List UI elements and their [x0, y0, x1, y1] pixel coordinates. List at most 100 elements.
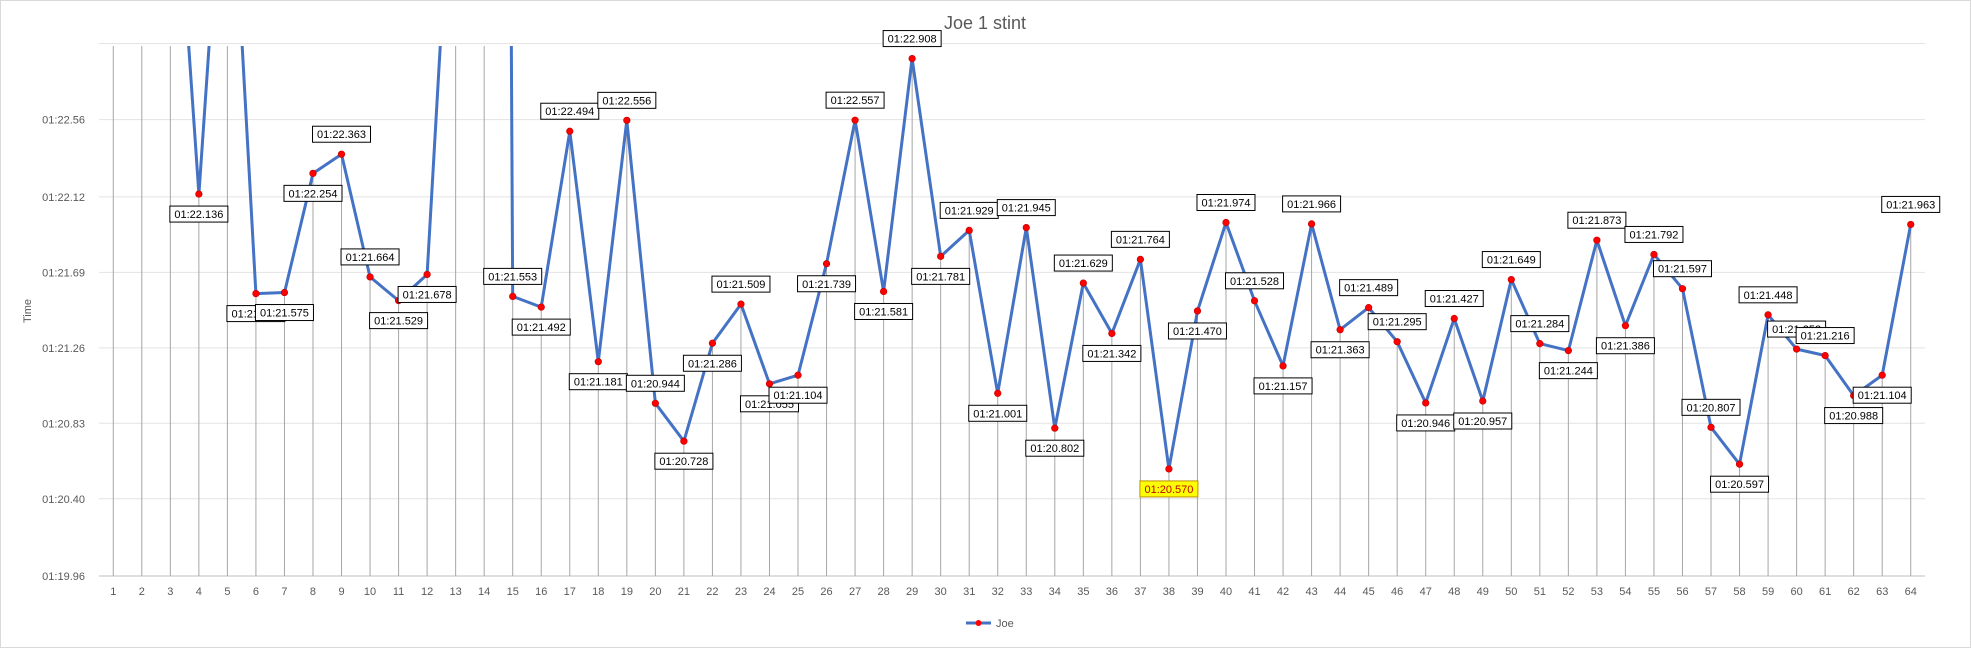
data-label: 01:21.629 [1053, 254, 1113, 272]
x-tick-label: 50 [1505, 586, 1517, 598]
data-point-marker [1136, 255, 1144, 263]
data-label-text: 01:21.342 [1087, 348, 1136, 360]
x-tick-label: 7 [281, 586, 287, 598]
data-point-marker [1593, 236, 1601, 244]
data-label: 01:21.181 [568, 373, 628, 391]
data-label-box [882, 30, 942, 48]
data-label: 01:21.427 [1424, 290, 1484, 308]
data-point-marker [908, 54, 916, 63]
x-tick-label: 26 [820, 586, 832, 598]
data-point-marker [1108, 329, 1116, 338]
y-axis-title: Time [22, 299, 34, 323]
data-label-text: 01:21.448 [1744, 290, 1793, 302]
data-label: 01:21.664 [340, 248, 400, 266]
data-point-marker [594, 358, 602, 366]
data-point-marker [651, 399, 659, 407]
data-label-text: 01:21.470 [1173, 326, 1222, 338]
data-label: 01:22.363 [312, 125, 372, 143]
x-tick-label: 38 [1163, 586, 1175, 598]
x-tick-label: 44 [1334, 586, 1346, 598]
data-label: 01:21.104 [1852, 386, 1912, 404]
x-tick-label: 56 [1676, 586, 1688, 598]
y-tick-label: 01:21.69 [42, 267, 85, 279]
data-label: 01:20.728 [654, 452, 714, 470]
data-label-box [1367, 313, 1427, 331]
data-point-marker [1051, 424, 1059, 432]
data-label-text: 01:20.944 [631, 378, 680, 390]
data-label-text: 01:21.664 [346, 252, 395, 264]
data-label-text: 01:21.244 [1544, 366, 1593, 378]
data-label-box [1025, 439, 1085, 457]
data-point-marker [737, 300, 745, 308]
data-label-box [1795, 327, 1855, 345]
data-label-box [312, 125, 372, 143]
data-label-box [711, 275, 771, 293]
data-label: 01:21.581 [854, 302, 914, 320]
x-tick-label: 9 [338, 586, 344, 598]
x-tick-label: 49 [1477, 586, 1489, 598]
x-tick-label: 4 [196, 586, 202, 598]
data-label-box [1624, 225, 1684, 243]
x-tick-label: 17 [564, 586, 576, 598]
data-label-box [996, 199, 1056, 217]
data-label-box [1053, 254, 1113, 272]
data-label-text: 01:21.739 [802, 279, 851, 291]
data-point-marker [1564, 347, 1572, 355]
x-tick-label: 61 [1819, 586, 1831, 598]
data-point-marker [1907, 220, 1915, 229]
data-label-text: 01:21.929 [945, 205, 994, 217]
data-label-box [825, 91, 885, 109]
x-tick-label: 16 [535, 586, 547, 598]
x-tick-label: 62 [1848, 586, 1860, 598]
data-label-text: 01:21.104 [1858, 390, 1907, 402]
x-tick-label: 59 [1762, 586, 1774, 598]
data-label: 01:21.216 [1795, 327, 1855, 345]
data-label-text: 01:20.728 [659, 456, 708, 468]
data-label-text: 01:21.529 [374, 316, 423, 328]
data-point-marker [880, 287, 888, 296]
data-point-marker [680, 437, 688, 445]
data-point-marker [1079, 279, 1087, 287]
data-label: 01:21.974 [1196, 194, 1256, 212]
data-label-box [1510, 315, 1570, 333]
data-label-text: 01:21.286 [688, 358, 737, 370]
data-label: 01:21.649 [1481, 251, 1541, 269]
x-tick-label: 64 [1905, 586, 1917, 598]
data-label-text: 01:21.553 [488, 271, 537, 283]
x-tick-label: 1 [110, 586, 116, 598]
data-label-box [797, 275, 857, 293]
data-label-box [1082, 344, 1142, 362]
data-label-box [169, 205, 229, 223]
data-label-box [682, 354, 742, 372]
data-label-box [1253, 377, 1313, 395]
x-tick-label: 55 [1648, 586, 1660, 598]
data-label-text: 01:21.597 [1658, 264, 1707, 276]
data-label-box [1538, 362, 1598, 380]
x-tick-label: 36 [1106, 586, 1118, 598]
data-label-box [1196, 194, 1256, 212]
data-label-box [340, 248, 400, 266]
x-tick-label: 6 [253, 586, 259, 598]
data-point-markers [195, 54, 1915, 473]
data-label: 01:21.470 [1167, 322, 1227, 340]
legend-marker-icon [975, 620, 982, 626]
x-tick-label: 20 [649, 586, 661, 598]
data-label-text: 01:21.001 [973, 408, 1022, 420]
data-label-text: 01:21.386 [1601, 341, 1650, 353]
data-point-marker [1878, 371, 1886, 379]
data-point-marker [1821, 351, 1829, 360]
x-tick-label: 37 [1134, 586, 1146, 598]
data-label-text: 01:20.597 [1715, 479, 1764, 491]
data-label: 01:22.556 [597, 91, 657, 109]
x-tick-label: 40 [1220, 586, 1232, 598]
data-label: 01:21.157 [1253, 377, 1313, 395]
data-label: 01:20.944 [625, 374, 685, 392]
x-tick-label: 13 [450, 586, 462, 598]
data-label-box [1824, 407, 1884, 425]
y-axis-ticks: 01:19.96 01:20.40 01:20.83 01:21.26 01:21.69… [42, 115, 85, 583]
data-label-text: 01:21.792 [1629, 229, 1678, 241]
data-label-box [625, 374, 685, 392]
data-label: 01:22.136 [169, 205, 229, 223]
data-label: 01:21.873 [1567, 211, 1627, 229]
